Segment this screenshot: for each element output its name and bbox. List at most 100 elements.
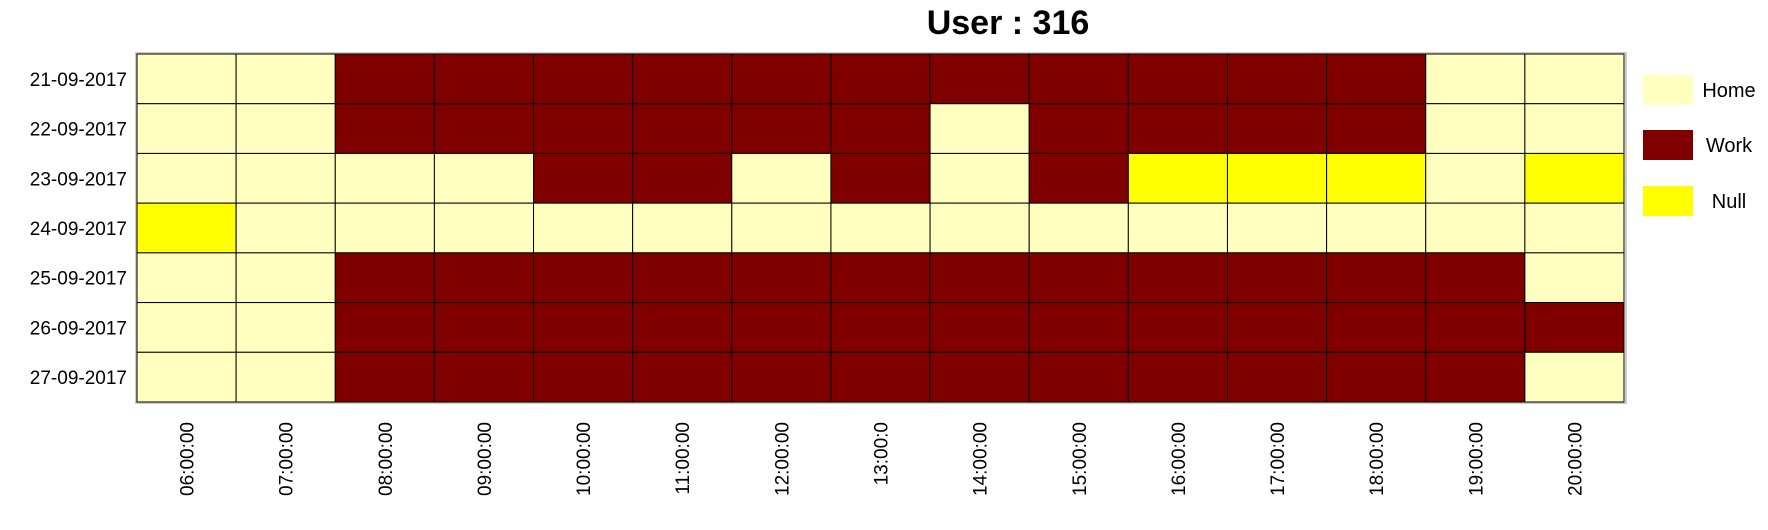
heatmap-cell bbox=[929, 152, 1030, 204]
heatmap-cell bbox=[1226, 202, 1328, 254]
heatmap-cell bbox=[136, 152, 237, 204]
heatmap-cell bbox=[235, 252, 336, 304]
heatmap-cell bbox=[1226, 103, 1328, 154]
heatmap-cell bbox=[433, 53, 535, 105]
heatmap-cell bbox=[929, 302, 1030, 353]
heatmap-cell bbox=[1425, 351, 1526, 403]
heatmap-cell bbox=[632, 103, 733, 154]
heatmap-cell bbox=[731, 302, 832, 353]
heatmap-cell bbox=[830, 152, 931, 204]
y-axis-tick-labels: 21-09-2017 22-09-2017 23-09-2017 24-09-2017… bbox=[30, 70, 127, 389]
heatmap-cell bbox=[731, 351, 832, 403]
heatmap-cell bbox=[1326, 152, 1427, 204]
heatmap-cell bbox=[433, 103, 535, 154]
x-tick-label: 08:00:00 bbox=[376, 422, 397, 496]
heatmap-cell bbox=[1326, 351, 1427, 403]
heatmap-cell bbox=[433, 152, 535, 204]
heatmap-cell bbox=[1326, 53, 1427, 105]
heatmap-cell bbox=[731, 152, 832, 204]
x-tick-label: 19:00:00 bbox=[1466, 422, 1487, 496]
heatmap-cell bbox=[830, 202, 931, 254]
heatmap-cell bbox=[632, 202, 733, 254]
heatmap-cell bbox=[533, 302, 634, 353]
x-tick-label: 09:00:00 bbox=[475, 422, 496, 496]
y-tick-label: 21-09-2017 bbox=[30, 70, 127, 91]
heatmap-cell bbox=[1226, 351, 1328, 403]
heatmap-cell bbox=[334, 53, 435, 105]
heatmap-cell bbox=[1028, 152, 1129, 204]
x-tick-label: 16:00:00 bbox=[1169, 422, 1190, 496]
heatmap-cell bbox=[334, 351, 435, 403]
legend-swatch-home bbox=[1643, 75, 1693, 105]
x-tick-label: 12:00:00 bbox=[772, 422, 793, 496]
heatmap-cell bbox=[433, 351, 535, 403]
heatmap-cell bbox=[929, 103, 1030, 154]
heatmap-cell bbox=[1326, 202, 1427, 254]
y-tick-label: 24-09-2017 bbox=[30, 219, 127, 240]
x-tick-label: 14:00:00 bbox=[971, 422, 992, 496]
x-tick-label: 17:00:00 bbox=[1268, 422, 1289, 496]
legend-swatch-work bbox=[1643, 130, 1693, 160]
heatmap-cell bbox=[334, 302, 435, 353]
heatmap-cell bbox=[533, 252, 634, 304]
x-tick-label: 06:00:00 bbox=[178, 422, 199, 496]
heatmap-cell bbox=[1028, 202, 1129, 254]
heatmap-cell bbox=[929, 202, 1030, 254]
heatmap-cell bbox=[632, 152, 733, 204]
y-tick-label: 27-09-2017 bbox=[30, 368, 127, 389]
heatmap-cell bbox=[1028, 103, 1129, 154]
heatmap-cell bbox=[1425, 202, 1526, 254]
heatmap-cell bbox=[235, 103, 336, 154]
heatmap-cell bbox=[1425, 302, 1526, 353]
heatmap-cell bbox=[1524, 351, 1625, 403]
heatmap-cell bbox=[632, 302, 733, 353]
heatmap-cell bbox=[533, 152, 634, 204]
heatmap-cell bbox=[1127, 202, 1228, 254]
heatmap-cell bbox=[632, 53, 733, 105]
heatmap-cell bbox=[1425, 103, 1526, 154]
heatmap-cell bbox=[830, 252, 931, 304]
plot-border bbox=[135, 52, 1627, 404]
heatmap-cell bbox=[533, 351, 634, 403]
heatmap-cell bbox=[433, 202, 535, 254]
legend-label-home: Home bbox=[1702, 80, 1755, 102]
x-tick-label: 20:00:00 bbox=[1565, 422, 1586, 496]
heatmap-cell bbox=[632, 351, 733, 403]
heatmap-cell bbox=[136, 202, 237, 254]
heatmap-cell bbox=[1425, 53, 1526, 105]
heatmap-cells bbox=[136, 53, 1625, 403]
heatmap-cell bbox=[1028, 302, 1129, 353]
heatmap-cell bbox=[1425, 252, 1526, 304]
x-tick-label: 13:00:0 bbox=[872, 422, 893, 485]
heatmap-cell bbox=[1127, 351, 1228, 403]
heatmap-cell bbox=[1425, 152, 1526, 204]
legend-label-null: Null bbox=[1712, 191, 1746, 213]
heatmap-cell bbox=[136, 252, 237, 304]
heatmap-cell bbox=[433, 252, 535, 304]
heatmap-cell bbox=[1524, 252, 1625, 304]
heatmap-cell bbox=[235, 351, 336, 403]
heatmap-cell bbox=[235, 53, 336, 105]
x-tick-label: 15:00:00 bbox=[1070, 422, 1091, 496]
y-tick-label: 23-09-2017 bbox=[30, 169, 127, 190]
heatmap-cell bbox=[1226, 302, 1328, 353]
heatmap-cell bbox=[1127, 103, 1228, 154]
heatmap-cell bbox=[1524, 53, 1625, 105]
heatmap-cell bbox=[830, 53, 931, 105]
heatmap-cell bbox=[1326, 103, 1427, 154]
heatmap-cell bbox=[1524, 152, 1625, 204]
heatmap-cell bbox=[334, 252, 435, 304]
heatmap-cell bbox=[731, 202, 832, 254]
heatmap-cell bbox=[235, 302, 336, 353]
y-tick-label: 25-09-2017 bbox=[30, 269, 127, 290]
heatmap-cell bbox=[1524, 103, 1625, 154]
heatmap-cell bbox=[1028, 252, 1129, 304]
heatmap-cell bbox=[1028, 53, 1129, 105]
heatmap-cell bbox=[136, 103, 237, 154]
heatmap-cell bbox=[731, 103, 832, 154]
legend: Home Work Null bbox=[1643, 75, 1756, 216]
heatmap-cell bbox=[1226, 53, 1328, 105]
heatmap-cell bbox=[929, 252, 1030, 304]
heatmap-cell bbox=[1127, 252, 1228, 304]
